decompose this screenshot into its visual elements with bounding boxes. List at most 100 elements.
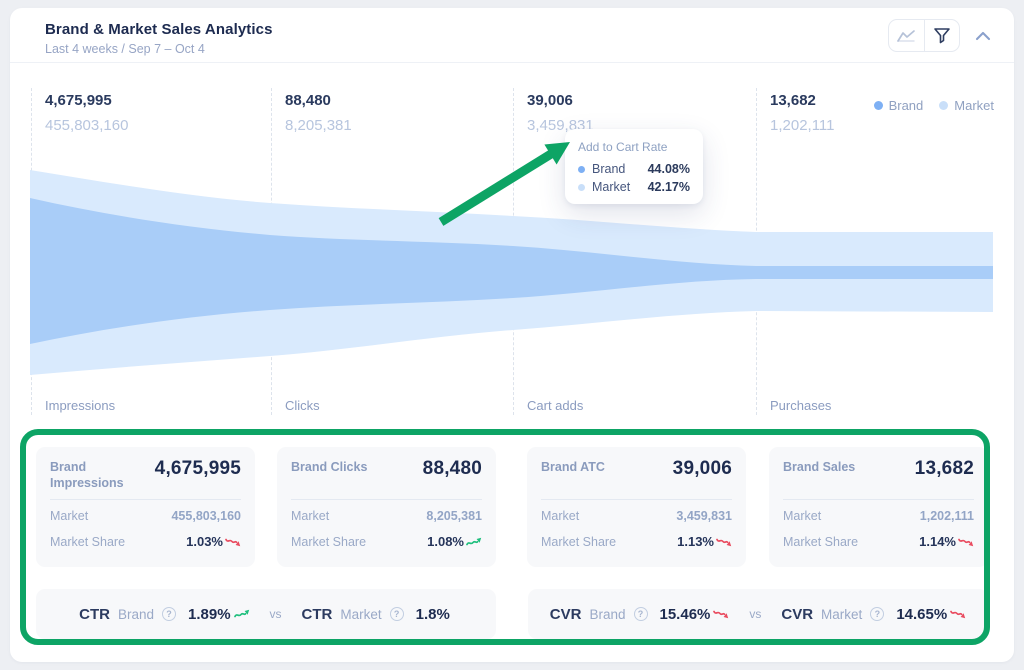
- stage-market-value: 8,205,381: [285, 117, 352, 134]
- line-chart-icon: [897, 29, 916, 42]
- market-dot-icon: [578, 183, 585, 191]
- question-circle-icon[interactable]: ?: [633, 607, 648, 621]
- cvr-comparison-row: CVR Brand ? 15.46% vs CVR Market ? 14.65…: [528, 589, 988, 639]
- trend-down-squiggle-icon: [716, 538, 732, 546]
- chart-tooltip: Add to Cart Rate Brand 44.08% Market 42.…: [565, 129, 703, 204]
- ctr-brand-value: 1.89%: [188, 605, 231, 623]
- stat-card-brand-atc: Brand ATC 39,006 Market 3,459,831 Market…: [527, 447, 746, 567]
- market-share-label: Market Share: [50, 534, 126, 549]
- stage-label-impressions: Impressions: [45, 398, 116, 413]
- view-toggle-group: [888, 19, 960, 52]
- ctr-brand-label: Brand: [117, 606, 154, 622]
- market-value: 3,459,831: [676, 509, 732, 523]
- card-value: 88,480: [422, 458, 482, 479]
- market-share-row: Market Share 1.14%: [783, 534, 974, 549]
- market-label: Market: [291, 509, 330, 523]
- trend-indicator: [716, 536, 732, 548]
- card-title: Brand Impressions: [50, 460, 124, 491]
- column-guide-impressions: [31, 88, 32, 415]
- card-divider: [291, 499, 482, 500]
- line-chart-view-button[interactable]: [889, 20, 924, 51]
- cvr-market-label: Market: [821, 606, 863, 622]
- tooltip-brand-value: 44.08%: [647, 162, 690, 176]
- card-divider: [783, 499, 974, 500]
- stage-brand-value: 4,675,995: [45, 92, 112, 109]
- stat-card-brand-clicks: Brand Clicks 88,480 Market 8,205,381 Mar…: [277, 447, 496, 567]
- cvr-brand-label: Brand: [589, 606, 626, 622]
- market-share-label: Market Share: [291, 534, 367, 549]
- page-title: Brand & Market Sales Analytics: [45, 21, 273, 38]
- trend-down-squiggle-icon: [225, 538, 241, 546]
- trend-indicator: [225, 536, 241, 548]
- trend-down-squiggle-icon: [958, 538, 974, 546]
- ctr-market-value: 1.8%: [415, 605, 450, 623]
- trend-up-squiggle-icon: [233, 609, 249, 618]
- market-value: 8,205,381: [426, 509, 482, 523]
- market-share-row: Market Share 1.03%: [50, 534, 241, 549]
- vs-label: vs: [269, 607, 282, 621]
- card-value: 39,006: [672, 458, 732, 479]
- question-circle-icon[interactable]: ?: [162, 607, 176, 621]
- trend-up-squiggle-icon: [466, 537, 482, 545]
- stage-market-value: 455,803,160: [45, 117, 129, 134]
- stage-label-clicks: Clicks: [285, 398, 320, 413]
- trend-down-squiggle-icon: [950, 610, 966, 619]
- question-circle-icon[interactable]: ?: [870, 607, 885, 621]
- trend-indicator: [958, 536, 974, 548]
- card-divider: [50, 499, 241, 500]
- market-row: Market 455,803,160: [50, 509, 241, 523]
- tooltip-row-market: Market 42.17%: [578, 180, 690, 194]
- tooltip-title: Add to Cart Rate: [578, 140, 668, 154]
- card-title: Brand Clicks: [291, 460, 368, 474]
- market-share-value: 1.13%: [677, 534, 714, 549]
- legend-item-market[interactable]: Market: [939, 98, 994, 113]
- market-share-row: Market Share 1.13%: [541, 534, 732, 549]
- tooltip-market-value: 42.17%: [647, 180, 690, 194]
- market-value: 1,202,111: [919, 509, 974, 523]
- stage-brand-value: 39,006: [527, 92, 573, 109]
- vs-label: vs: [749, 607, 762, 621]
- trend-indicator: [466, 536, 482, 548]
- tooltip-market-label: Market: [592, 180, 631, 194]
- stat-card-brand-impressions: Brand Impressions 4,675,995 Market 455,8…: [36, 447, 255, 567]
- card-divider: [541, 499, 732, 500]
- chevron-up-icon: [975, 31, 991, 41]
- card-title: Brand ATC: [541, 460, 605, 474]
- filter-button[interactable]: [923, 20, 960, 51]
- collapse-panel-button[interactable]: [970, 23, 996, 49]
- tooltip-row-brand: Brand 44.08%: [578, 162, 690, 176]
- market-share-label: Market Share: [783, 534, 859, 549]
- column-guide-cart-adds: [513, 88, 514, 415]
- market-share-value: 1.08%: [427, 534, 464, 549]
- trend-down-squiggle-icon: [713, 610, 729, 619]
- stage-brand-value: 88,480: [285, 92, 331, 109]
- legend-item-brand[interactable]: Brand: [873, 98, 924, 113]
- ctr-comparison-row: CTR Brand ? 1.89% vs CTR Market ? 1.8%: [36, 589, 496, 639]
- market-share-value: 1.14%: [919, 534, 956, 549]
- analytics-panel: Brand & Market Sales Analytics Last 4 we…: [10, 8, 1014, 662]
- stat-card-brand-sales: Brand Sales 13,682 Market 1,202,111 Mark…: [769, 447, 988, 567]
- question-circle-icon[interactable]: ?: [389, 607, 404, 621]
- header-divider: [10, 62, 1014, 63]
- market-label: Market: [783, 509, 822, 523]
- card-title: Brand Sales: [783, 460, 856, 474]
- stage-brand-value: 13,682: [770, 92, 816, 109]
- market-row: Market 8,205,381: [291, 509, 482, 523]
- market-share-value: 1.03%: [186, 534, 223, 549]
- card-value: 4,675,995: [154, 458, 241, 479]
- market-row: Market 3,459,831: [541, 509, 732, 523]
- trend-indicator: [233, 608, 250, 620]
- market-value: 455,803,160: [171, 509, 241, 523]
- cvr-brand-value: 15.46%: [659, 605, 711, 623]
- stage-label-cart-adds: Cart adds: [527, 398, 584, 413]
- cvr-market-metric: CVR: [781, 605, 814, 623]
- stage-label-purchases: Purchases: [770, 398, 832, 413]
- legend-brand-label: Brand: [888, 98, 924, 113]
- date-range-subtitle: Last 4 weeks / Sep 7 – Oct 4: [45, 42, 205, 56]
- ctr-brand-metric: CTR: [79, 605, 110, 623]
- cvr-market-value: 14.65%: [896, 605, 948, 623]
- trend-indicator: [713, 608, 729, 620]
- trend-indicator: [950, 608, 966, 620]
- brand-dot-icon: [578, 165, 585, 173]
- ctr-market-label: Market: [340, 606, 382, 622]
